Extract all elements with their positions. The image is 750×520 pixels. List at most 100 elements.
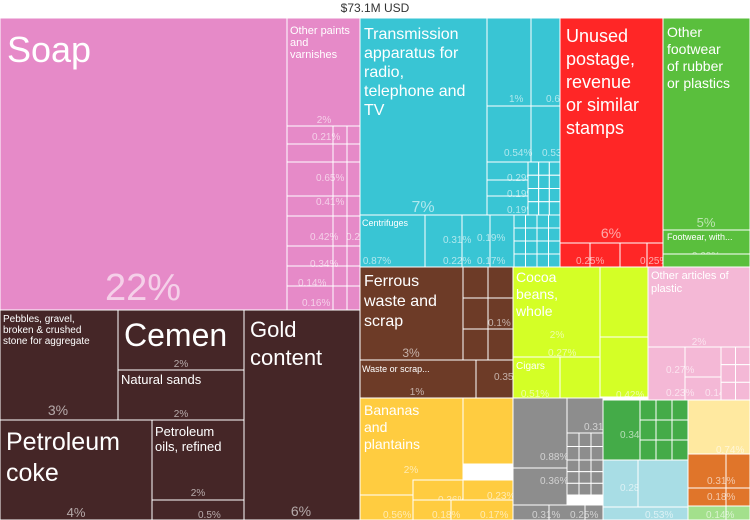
treemap-cell-small bbox=[566, 482, 580, 496]
treemap-cell-small bbox=[513, 227, 526, 242]
treemap-cell-small bbox=[566, 471, 580, 484]
treemap-cell-small bbox=[578, 482, 592, 496]
treemap-cell-small bbox=[462, 328, 489, 361]
cell-footwear bbox=[662, 17, 750, 231]
item-label-oils: oils, refined bbox=[155, 439, 221, 454]
treemap-cell-small bbox=[487, 328, 514, 361]
share-label: 0.14% bbox=[706, 510, 734, 520]
treemap-cell-small bbox=[462, 297, 489, 330]
share-label-waste: 1% bbox=[410, 387, 425, 398]
treemap-cell-small bbox=[512, 397, 568, 469]
item-label-transmission: Transmission bbox=[364, 26, 459, 43]
share-label: 0.53% bbox=[645, 510, 673, 520]
item-label-transmission: telephone and bbox=[364, 83, 465, 100]
share-label-paints: 2% bbox=[317, 115, 332, 126]
treemap-cell-small bbox=[548, 253, 561, 268]
cell-coke bbox=[0, 419, 153, 520]
treemap-cell-small bbox=[536, 240, 549, 255]
item-label-ferrous: waste and bbox=[363, 293, 437, 310]
treemap-cell-small bbox=[639, 419, 657, 441]
treemap-cell-small bbox=[538, 161, 550, 176]
share-label: 0.65% bbox=[316, 173, 344, 184]
share-label-gold: 6% bbox=[291, 503, 311, 519]
item-label-transmission: radio, bbox=[364, 64, 404, 81]
treemap-cell-small bbox=[639, 439, 657, 461]
cell-footwear-with bbox=[662, 229, 750, 255]
treemap-cell-small bbox=[527, 161, 540, 176]
share-label: 0.23% bbox=[666, 388, 694, 399]
item-label-pebbles: Pebbles, gravel, bbox=[3, 314, 75, 325]
share-label-oils: 2% bbox=[191, 488, 206, 499]
share-label-soap: 22% bbox=[105, 267, 181, 309]
share-label-ferrous: 3% bbox=[402, 346, 420, 360]
share-label-coke: 4% bbox=[67, 505, 86, 520]
share-label: 0.31% bbox=[584, 422, 612, 433]
cell-gold bbox=[243, 309, 361, 520]
treemap-cell-small bbox=[655, 399, 673, 421]
treemap-cell-small bbox=[720, 364, 736, 383]
share-label: 0.18% bbox=[707, 492, 735, 503]
item-label-cigars: Cigars bbox=[516, 361, 545, 372]
treemap-cell-small bbox=[590, 459, 604, 473]
share-label: 0.25% bbox=[570, 510, 598, 520]
treemap-cell-small bbox=[655, 419, 673, 441]
treemap-cell-small bbox=[151, 499, 245, 520]
item-label-gold: content bbox=[250, 345, 322, 370]
treemap-cell-small bbox=[332, 285, 348, 311]
share-label-plastic: 2% bbox=[692, 337, 707, 348]
treemap-cell-small bbox=[559, 356, 601, 399]
share-label: 0.14% bbox=[298, 278, 326, 289]
treemap-cell-small bbox=[619, 242, 648, 268]
item-label-paints: Other paints bbox=[290, 25, 350, 37]
treemap-cell-small bbox=[462, 397, 514, 465]
share-label: 0.19% bbox=[507, 205, 535, 216]
share-label-centrifuges: 0.87% bbox=[363, 256, 391, 267]
item-label-paints: and bbox=[290, 37, 308, 49]
share-label: 0.34% bbox=[310, 259, 338, 270]
treemap-cell-small bbox=[332, 143, 348, 163]
share-label: 0.23% bbox=[487, 491, 515, 502]
treemap-cell-small bbox=[590, 471, 604, 484]
treemap-cell-small bbox=[566, 446, 580, 461]
cell-stamps bbox=[559, 17, 664, 244]
share-label: 0.31% bbox=[707, 476, 735, 487]
item-label-plastic: plastic bbox=[651, 283, 683, 295]
share-label-bananas: 2% bbox=[404, 465, 419, 476]
treemap-cell-small bbox=[684, 346, 722, 378]
item-label-transmission: TV bbox=[364, 102, 385, 119]
share-label: 0.53% bbox=[542, 148, 570, 159]
item-label-cocoa: Cocoa bbox=[516, 269, 557, 285]
treemap-cell-small bbox=[735, 364, 750, 383]
treemap-cell-small bbox=[525, 214, 538, 229]
treemap-cell-small bbox=[346, 195, 361, 217]
treemap-cell-small bbox=[671, 439, 689, 461]
share-label: 0.29% bbox=[507, 173, 535, 184]
share-label: 0.16% bbox=[302, 298, 330, 309]
share-label: 0.14% bbox=[705, 388, 733, 399]
treemap-cell-small bbox=[735, 381, 750, 401]
share-label: 0.1% bbox=[488, 318, 511, 329]
item-label-transmission: apparatus for bbox=[364, 45, 459, 62]
treemap-cell-small bbox=[536, 253, 549, 268]
treemap-cell-small bbox=[602, 459, 639, 508]
cell-soap bbox=[0, 17, 288, 311]
treemap-cell-small bbox=[536, 214, 549, 229]
treemap-cell-small bbox=[525, 227, 538, 242]
treemap-cell-small bbox=[424, 214, 463, 268]
share-label: 0.35% bbox=[494, 372, 522, 383]
item-label-bananas: plantains bbox=[364, 436, 420, 452]
treemap-cell-small bbox=[671, 419, 689, 441]
share-label: 0.31% bbox=[532, 510, 560, 520]
share-label: 0.19% bbox=[477, 233, 505, 244]
item-label-footwear-with: Footwear, with... bbox=[667, 232, 733, 242]
treemap-cell-small bbox=[590, 446, 604, 461]
treemap-cell-small bbox=[662, 253, 750, 268]
treemap-cell-small bbox=[346, 265, 361, 287]
treemap-cell-small bbox=[725, 505, 750, 520]
treemap-cell-small bbox=[720, 346, 736, 366]
share-label: 0.18% bbox=[432, 510, 460, 520]
share-label-stamps: 6% bbox=[601, 225, 621, 241]
treemap-cell-small bbox=[487, 266, 514, 299]
treemap-cell-small bbox=[527, 188, 540, 203]
item-label-ferrous: scrap bbox=[364, 313, 403, 330]
